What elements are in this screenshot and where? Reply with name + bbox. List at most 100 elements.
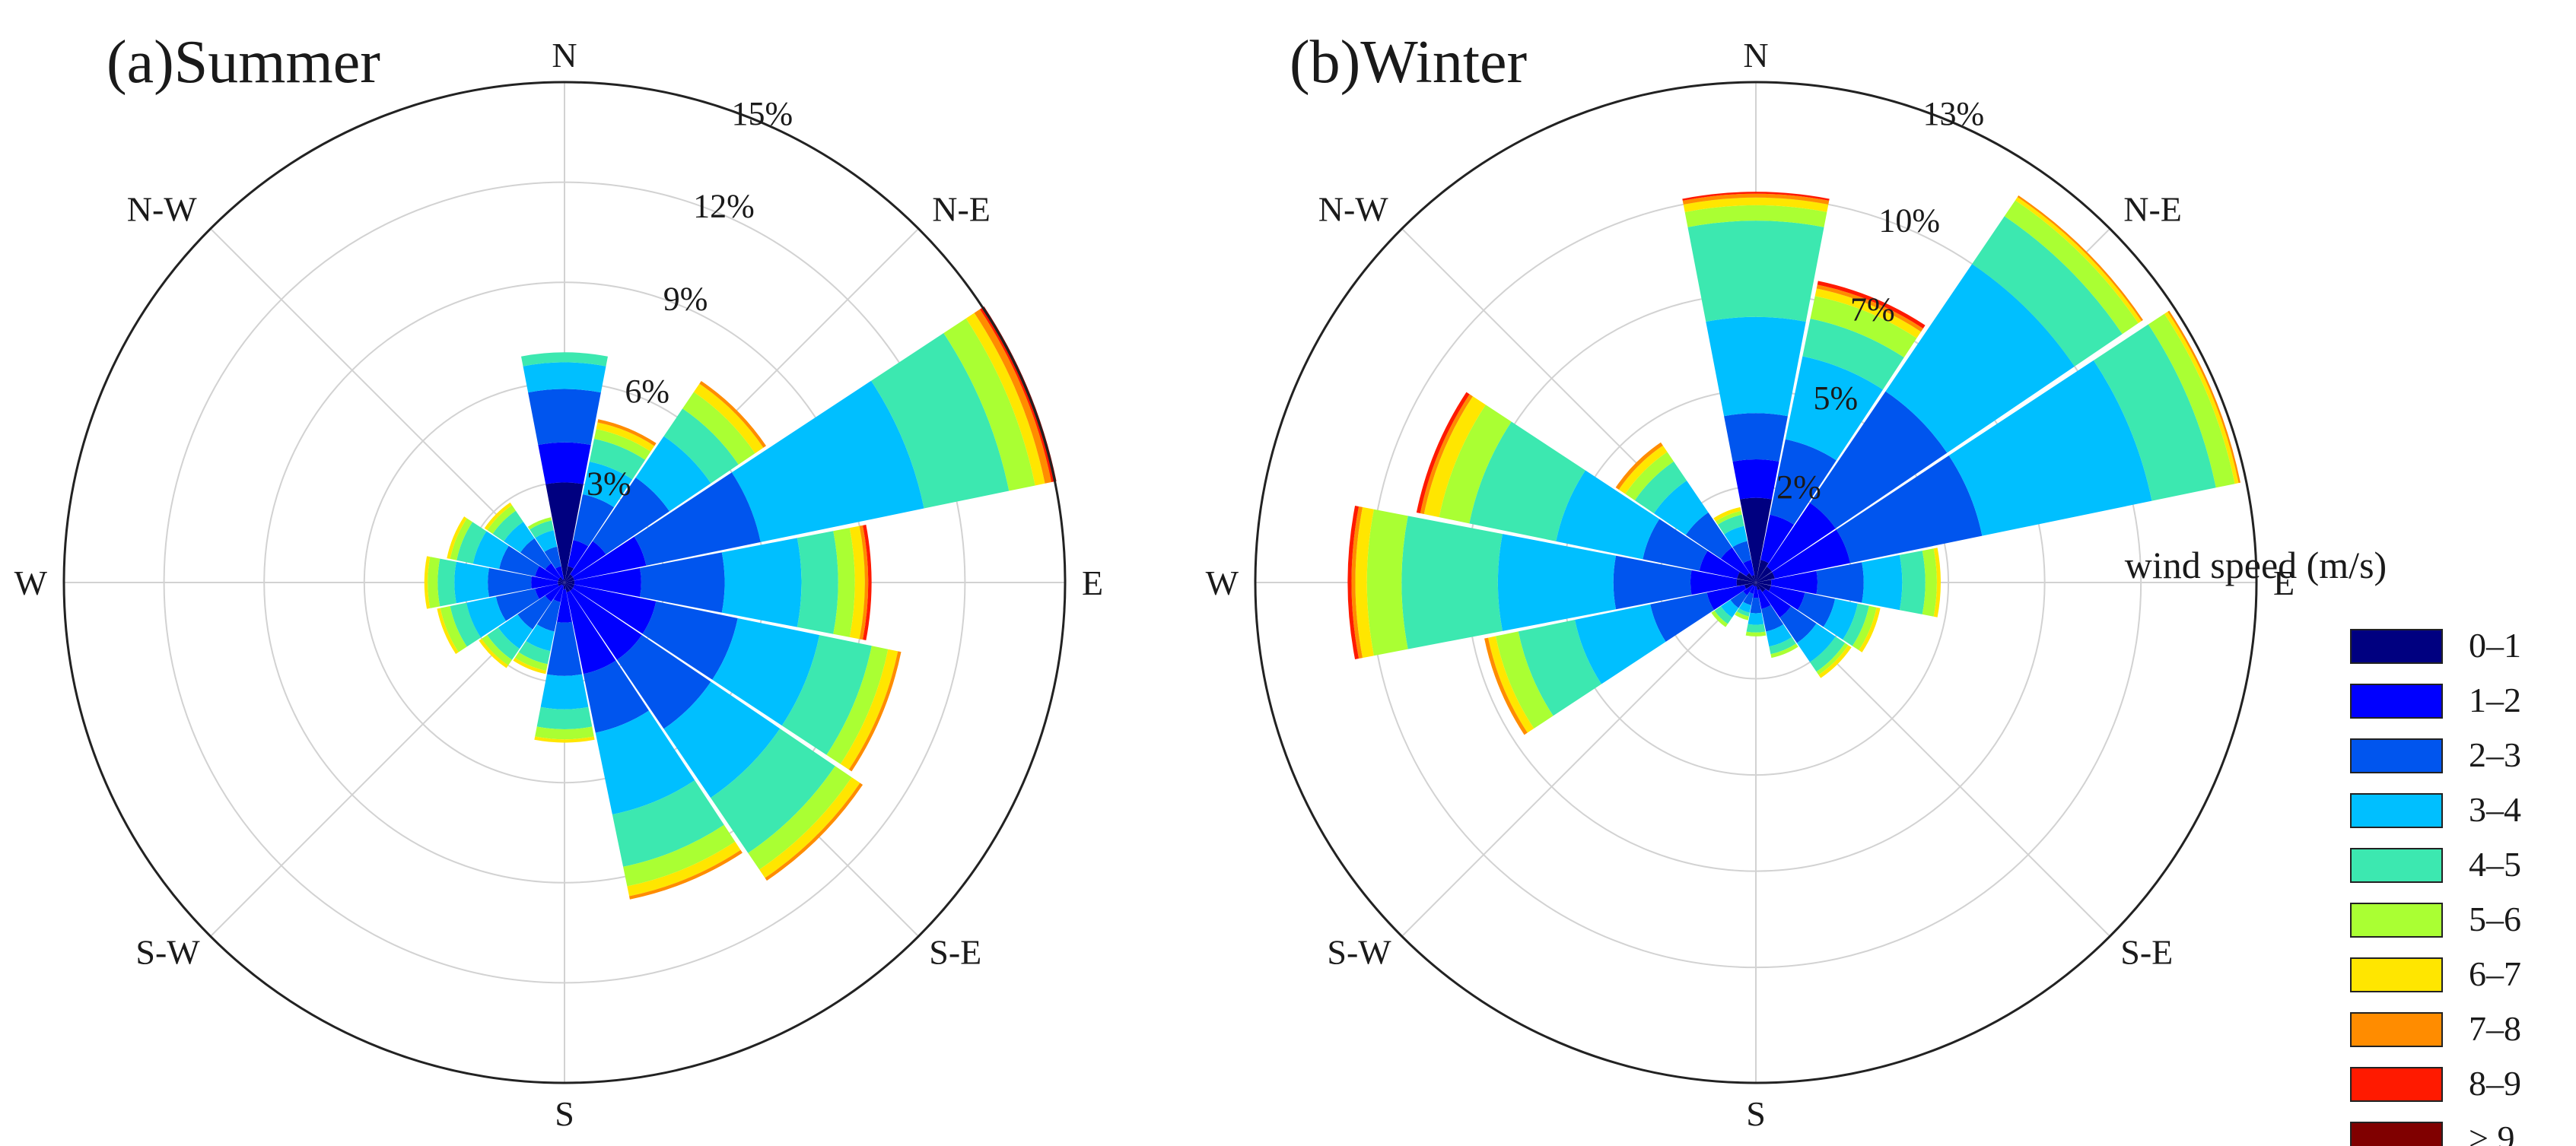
winter-bar-nnw-speed-3 [1732, 541, 1751, 563]
winter-bar-sw-speed-4 [1720, 599, 1739, 618]
winter-bar-e-speed-4 [1862, 554, 1903, 611]
winter-bar-sse-speed-2 [1757, 589, 1771, 609]
summer-ring-label-1: 3% [587, 465, 631, 502]
legend-label-7: 6–7 [2469, 954, 2521, 993]
summer-bar-w-speed-3 [488, 568, 532, 597]
summer-bar-sw-speed-3 [517, 595, 552, 630]
winter-bar-wnw-speed-2 [1699, 551, 1740, 579]
winter-bar-w-speed-9 [1347, 506, 1360, 659]
summer-bar-ne-speed-6 [682, 392, 755, 465]
winter-bar-w-speed-7 [1355, 506, 1374, 659]
legend-label-10: > 9 [2469, 1119, 2514, 1146]
winter-bar-nw-speed-4 [1653, 480, 1709, 535]
summer-bar-wsw-speed-4 [466, 596, 507, 638]
legend-label-2: 1–2 [2469, 681, 2521, 719]
winter-bar-w-speed-5 [1401, 516, 1503, 649]
summer-bar-nnw-speed-5 [530, 520, 554, 538]
winter-bar-ene-speed-6 [2148, 313, 2235, 488]
winter-bar-ssw-speed-2 [1749, 586, 1755, 594]
winter-bar-nne-speed-3 [1770, 439, 1837, 525]
winter-bar-wnw-speed-9 [1416, 392, 1470, 514]
summer-bar-wsw-speed-6 [440, 606, 467, 652]
summer-bar-ese-speed-5 [781, 635, 872, 755]
legend-label-5: 4–5 [2469, 845, 2521, 884]
legend-swatch-3 [2350, 738, 2443, 773]
summer-bar-e-speed-7 [849, 525, 865, 640]
winter-bar-s-speed-6 [1745, 631, 1767, 636]
summer-bar-ssw-speed-3 [536, 598, 561, 632]
summer-bar-wnw-speed-1 [558, 579, 564, 583]
winter-bar-w-speed-8 [1351, 506, 1363, 659]
winter-bar-se-speed-6 [1816, 643, 1849, 675]
summer-bar-s-speed-5 [536, 706, 593, 730]
summer-bar-ssw-speed-4 [526, 624, 555, 652]
winter-ring-label-4: 10% [1878, 202, 1940, 239]
winter-bar-wnw-speed-8 [1420, 394, 1473, 515]
summer-bar-w-speed-4 [454, 561, 489, 604]
winter-bar-sw-speed-1 [1752, 583, 1756, 586]
winter-bar-ene-speed-2 [1772, 529, 1850, 579]
winter-bar-nw-speed-1 [1746, 573, 1756, 583]
winter-bar-se-speed-3 [1779, 606, 1817, 643]
summer-bar-e-speed-4 [721, 538, 802, 627]
winter-bar-sse-speed-1 [1756, 583, 1760, 590]
winter-bar-ese-speed-4 [1823, 598, 1858, 640]
summer-bar-s-speed-2 [557, 589, 572, 623]
summer-bar-n-speed-1 [545, 482, 584, 583]
winter-bar-e-speed-3 [1816, 562, 1864, 603]
winter-bar-ne-speed-5 [1972, 216, 2123, 367]
winter-bar-ene-speed-7 [2164, 311, 2239, 484]
summer-bar-nne-speed-3 [573, 494, 615, 547]
legend-swatch-9 [2350, 1067, 2443, 1102]
winter-direction-s: S [1746, 1094, 1766, 1133]
summer-direction-nw: N-W [127, 190, 198, 229]
summer-bar-nw-speed-5 [492, 510, 523, 541]
legend-swatch-4 [2350, 793, 2443, 828]
summer-bar-wnw-speed-6 [450, 518, 473, 560]
winter-bar-e-speed-1 [1756, 579, 1772, 586]
winter-bar-ssw-speed-4 [1738, 602, 1751, 613]
summer-bar-ese-speed-3 [642, 601, 738, 680]
winter-bar-wnw-speed-5 [1469, 421, 1585, 541]
summer-bar-nnw-speed-6 [527, 517, 552, 530]
summer-bar-nnw-speed-1 [562, 579, 564, 583]
summer-bar-se-speed-2 [570, 588, 642, 660]
legend-title: wind speed (m/s) [2125, 544, 2387, 586]
summer-bar-e-speed-1 [564, 580, 575, 585]
winter-bar-s-speed-5 [1746, 624, 1766, 633]
legend-label-4: 3–4 [2469, 790, 2521, 829]
summer-bar-wsw-speed-3 [495, 588, 540, 621]
summer-bar-nne-speed-8 [597, 419, 657, 446]
winter-bar-se-speed-5 [1810, 636, 1846, 672]
summer-bar-ne-speed-1 [564, 574, 573, 583]
summer-bar-sse-speed-7 [627, 841, 741, 897]
summer-direction-sw: S-W [135, 932, 200, 971]
winter-bar-n-speed-5 [1687, 221, 1824, 322]
winter-bar-ese-speed-2 [1768, 586, 1805, 611]
winter-bar-wsw-speed-6 [1495, 631, 1554, 729]
winter-bar-wnw-speed-7 [1423, 396, 1486, 518]
summer-outer-circle [62, 81, 1067, 1084]
summer-bar-nw-speed-4 [504, 522, 535, 553]
winter-bar-wsw-speed-4 [1575, 604, 1666, 684]
winter-bar-s-speed-4 [1748, 612, 1764, 625]
summer-bar-ese-speed-7 [840, 649, 898, 770]
summer-bar-sse-speed-8 [629, 849, 743, 900]
winter-direction-ne: N-E [2123, 190, 2182, 229]
summer-direction-e: E [1082, 563, 1103, 602]
legend-swatch-10 [2350, 1122, 2443, 1146]
winter-bar-nw-speed-8 [1615, 442, 1663, 490]
summer-bar-wnw-speed-7 [447, 516, 467, 559]
legend-swatch-2 [2350, 684, 2443, 719]
summer-bar-ene-speed-4 [731, 380, 924, 542]
winter-bar-sw-speed-6 [1711, 610, 1728, 627]
summer-bar-w-speed-5 [437, 558, 456, 607]
winter-bar-n-speed-6 [1684, 205, 1827, 227]
winter-bar-ese-speed-1 [1756, 583, 1771, 592]
summer-bar-nw-speed-6 [487, 505, 516, 534]
winter-wind-rose: (b)Winter 2% 5% 7% 10% 13% N N-E E S-E S S-W W N-W [1206, 29, 2295, 1133]
winter-direction-n: N [1743, 36, 1768, 75]
summer-wind-rose: (a)Summer 3% 6% 9% 12% 15% N N-E E S-E S S-W W N-W [14, 29, 1104, 1133]
winter-bar-wsw-speed-8 [1484, 637, 1528, 735]
winter-bar-nne-speed-7 [1814, 288, 1922, 338]
